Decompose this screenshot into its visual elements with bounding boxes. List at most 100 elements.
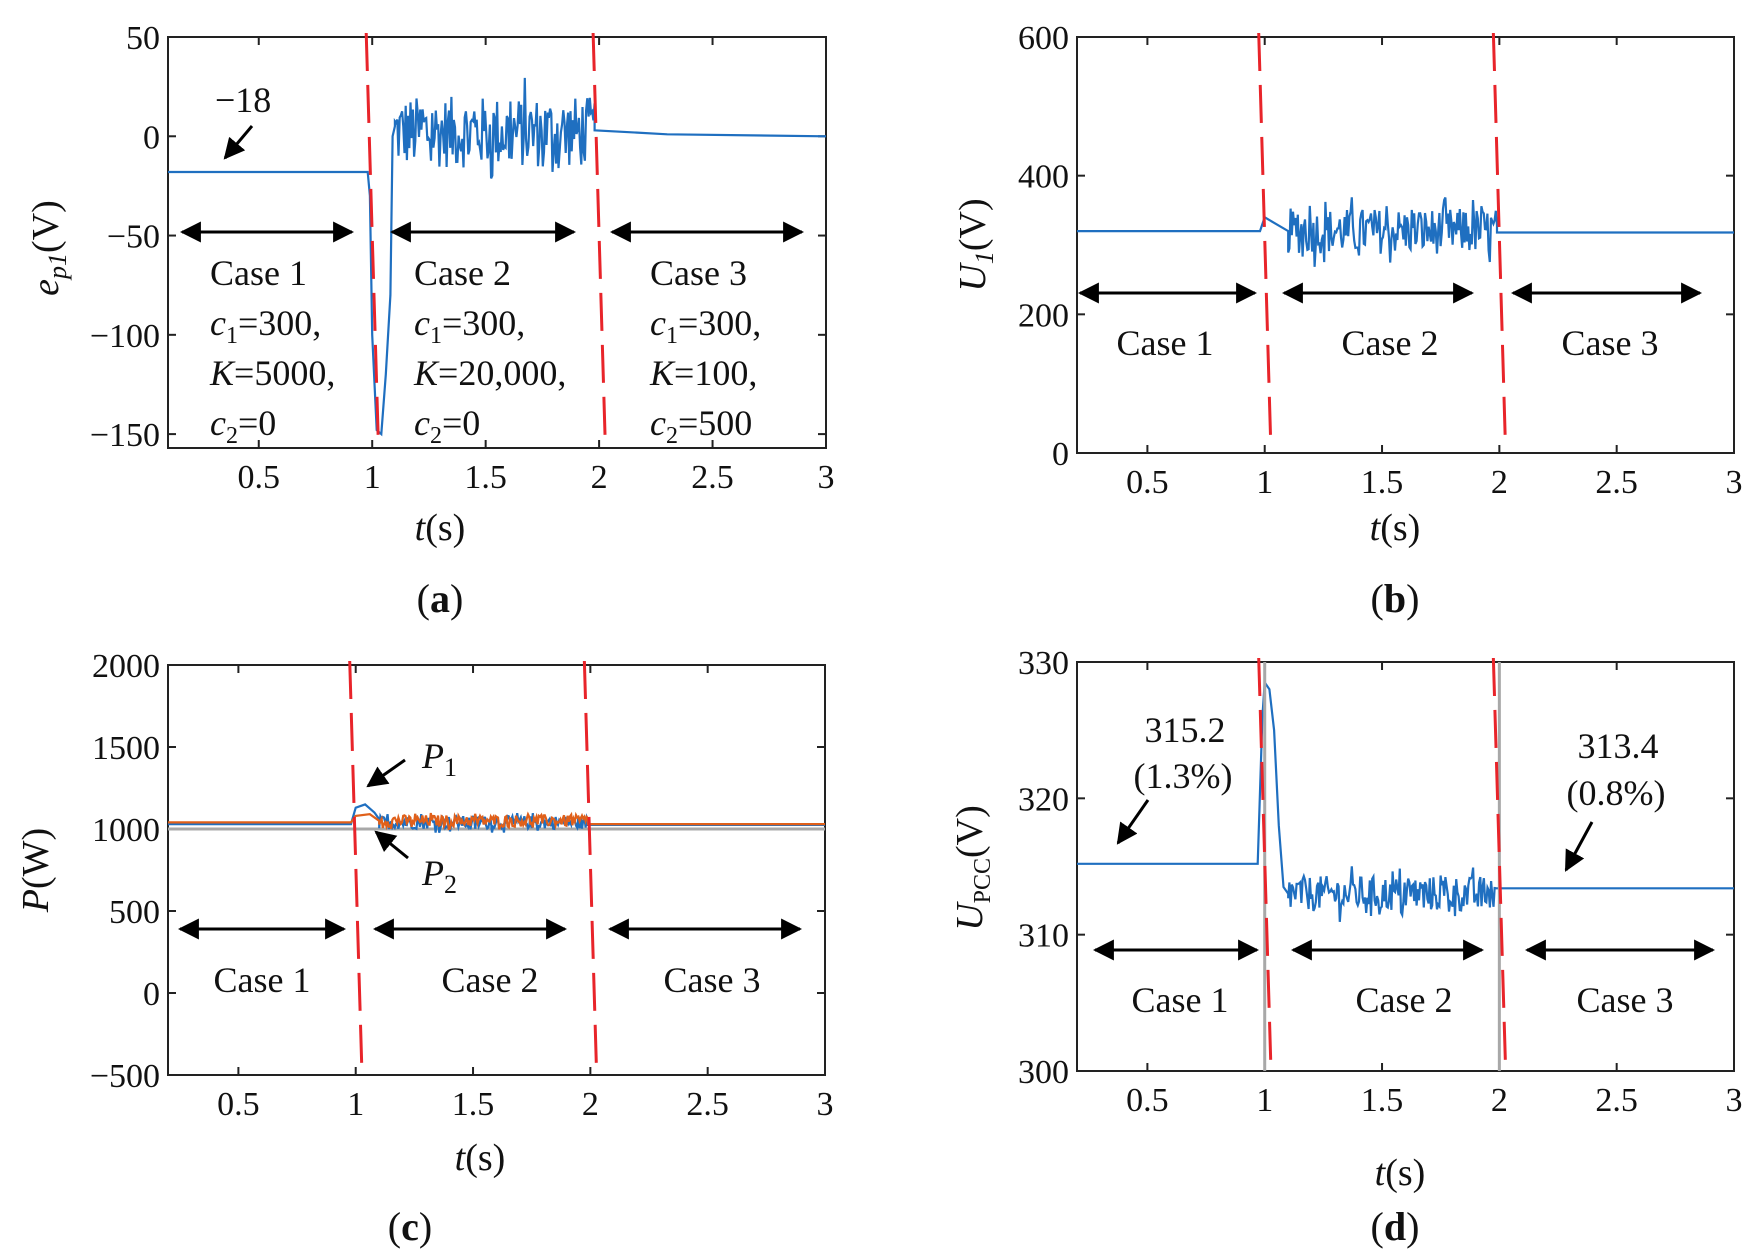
- panel-d-xtick-label: 1.5: [1361, 1082, 1404, 1119]
- panel-b-divider-2: [1491, 32, 1507, 444]
- panel-d-ytick-label: 300: [1018, 1054, 1069, 1091]
- panel-a-xtick-label: 0.5: [238, 459, 281, 496]
- panel-a-caption: (a): [417, 576, 464, 621]
- panel-a: 0.5 1 1.5 2 2.5 3 50 0 −50 −100 −150 ep1(V) t(s) (…: [25, 20, 835, 621]
- panel-d-annotation1-percent: (1.3%): [1134, 756, 1233, 796]
- panel-a-xtick-label: 3: [818, 459, 835, 496]
- panel-a-case1-c1: c1=300,: [210, 303, 321, 349]
- panel-c-xlabel: t(s): [455, 1137, 506, 1179]
- panel-c-ylabel: P(W): [15, 828, 57, 913]
- panel-d-annotation1-value: 315.2: [1145, 710, 1226, 750]
- panel-b-ylabel: U1(V): [952, 198, 999, 291]
- panel-c-xtick-label: 0.5: [217, 1086, 260, 1123]
- panel-a-ytick-label: 0: [143, 119, 160, 156]
- panel-c-plot-area: 0.5 1 1.5 2 2.5 3 2000 1500 1000 500 0 −500: [90, 648, 834, 1123]
- panel-b-case3-label: Case 3: [1562, 323, 1659, 363]
- panel-a-annotation-arrow: [223, 125, 254, 160]
- panel-a-case1-k: K=5000,: [209, 353, 335, 393]
- panel-c-xtick-label: 2: [582, 1086, 599, 1123]
- panel-c-ytick-label: 1500: [92, 730, 160, 767]
- panel-a-xtick-label: 1.5: [464, 459, 507, 496]
- panel-d-annotation2-percent: (0.8%): [1567, 773, 1666, 813]
- panel-c-caption: (c): [388, 1204, 432, 1249]
- panel-b-ytick-label: 200: [1018, 297, 1069, 334]
- panel-c-p1-arrow: [366, 758, 406, 788]
- panel-c-ytick-label: 1000: [92, 812, 160, 849]
- panel-a-case3-c2: c2=500: [650, 403, 752, 449]
- panel-c-divider-2: [582, 660, 598, 1066]
- panel-a-ytick-label: 50: [126, 20, 160, 57]
- panel-c-ytick-label: 500: [109, 894, 160, 931]
- panel-c-series-p2: [168, 811, 825, 831]
- panel-d-annotation1-arrow: [1116, 799, 1150, 845]
- panel-d-xtick-label: 3: [1726, 1082, 1743, 1119]
- panel-d-annotation2-value: 313.4: [1578, 726, 1659, 766]
- panel-d-divider-1: [1257, 657, 1273, 1062]
- panel-a-series-e-p1: [168, 77, 827, 437]
- panel-a-ytick-label: −100: [90, 318, 160, 355]
- panel-a-case2-k: K=20,000,: [413, 353, 566, 393]
- panel-a-case2-c1: c1=300,: [414, 303, 525, 349]
- panel-a-case1-c2: c2=0: [210, 403, 276, 449]
- panel-a-case3-c1: c1=300,: [650, 303, 761, 349]
- panel-a-ytick-label: −50: [107, 219, 160, 256]
- panel-b-divider-1: [1257, 32, 1273, 444]
- panel-d-axes-frame: [1076, 661, 1735, 1072]
- panel-b-xtick-label: 1: [1256, 464, 1273, 501]
- panel-a-case3-label: Case 3: [650, 253, 747, 293]
- panel-a-xtick-label: 1: [364, 459, 381, 496]
- panel-b: 0.5 1 1.5 2 2.5 3 600 400 200 0 U1(V) t(s) (b) Ca…: [952, 20, 1743, 621]
- panel-a-ylabel: ep1(V): [25, 200, 72, 296]
- panel-b-series-u1: [1077, 197, 1734, 267]
- panel-c-case3-label: Case 3: [664, 960, 761, 1000]
- panel-d-xtick-label: 2.5: [1595, 1082, 1638, 1119]
- panel-c-xtick-label: 1.5: [452, 1086, 495, 1123]
- panel-b-ytick-label: 400: [1018, 159, 1069, 196]
- panel-d-case2-label: Case 2: [1356, 980, 1453, 1020]
- panel-b-xtick-label: 0.5: [1126, 464, 1169, 501]
- panel-c-p1-label: P1: [421, 736, 457, 782]
- panel-a-xlabel: t(s): [415, 507, 466, 549]
- panel-a-ytick-label: −150: [90, 417, 160, 454]
- panel-b-ytick-label: 600: [1018, 20, 1069, 57]
- panel-d-xtick-label: 1: [1256, 1082, 1273, 1119]
- panel-c-case2-label: Case 2: [442, 960, 539, 1000]
- panel-d-case1-label: Case 1: [1132, 980, 1229, 1020]
- panel-a-divider-2: [591, 32, 607, 439]
- panel-b-xtick-label: 2.5: [1595, 464, 1638, 501]
- panel-c-divider-1: [348, 660, 364, 1066]
- panel-d: 0.5 1 1.5 2 2.5 3 330 320 310 300 UPCC(V) t(s) (d…: [949, 645, 1743, 1249]
- panel-b-xtick-label: 2: [1491, 464, 1508, 501]
- panel-b-case1-label: Case 1: [1117, 323, 1214, 363]
- panel-d-case3-label: Case 3: [1577, 980, 1674, 1020]
- panel-b-xtick-label: 3: [1726, 464, 1743, 501]
- panel-a-plot-area: 0.5 1 1.5 2 2.5 3 50 0 −50 −100 −150: [90, 20, 835, 496]
- panel-c-ytick-label: 2000: [92, 648, 160, 685]
- panel-a-annotation-text: −18: [215, 80, 271, 120]
- panel-d-ytick-label: 330: [1018, 645, 1069, 682]
- panel-a-case1-label: Case 1: [210, 253, 307, 293]
- panel-c-case1-label: Case 1: [214, 960, 311, 1000]
- panel-d-xtick-label: 0.5: [1126, 1082, 1169, 1119]
- panel-c-axes-frame: [167, 664, 826, 1076]
- panel-d-ylabel: UPCC(V): [949, 805, 996, 931]
- panel-d-divider-2: [1491, 657, 1507, 1062]
- panel-b-plot-area: 0.5 1 1.5 2 2.5 3 600 400 200 0: [1018, 20, 1743, 501]
- panel-b-xlabel: t(s): [1370, 507, 1421, 549]
- panel-c-ytick-label: −500: [90, 1058, 160, 1095]
- panel-c: 0.5 1 1.5 2 2.5 3 2000 1500 1000 500 0 −500 P(W) t(…: [15, 648, 834, 1249]
- panel-b-ytick-label: 0: [1052, 436, 1069, 473]
- panel-a-case2-c2: c2=0: [414, 403, 480, 449]
- panel-b-xtick-label: 1.5: [1361, 464, 1404, 501]
- panel-d-xlabel: t(s): [1375, 1152, 1426, 1194]
- panel-d-ytick-label: 320: [1018, 781, 1069, 818]
- panel-a-divider-1: [364, 32, 380, 439]
- panel-d-ytick-label: 310: [1018, 918, 1069, 955]
- panel-d-annotation2-arrow: [1564, 821, 1594, 872]
- panel-d-series-upcc: [1077, 679, 1734, 922]
- panel-d-caption: (d): [1371, 1204, 1420, 1249]
- panel-c-xtick-label: 1: [347, 1086, 364, 1123]
- panel-a-case3-k: K=100,: [649, 353, 757, 393]
- panel-c-p2-arrow: [374, 830, 409, 860]
